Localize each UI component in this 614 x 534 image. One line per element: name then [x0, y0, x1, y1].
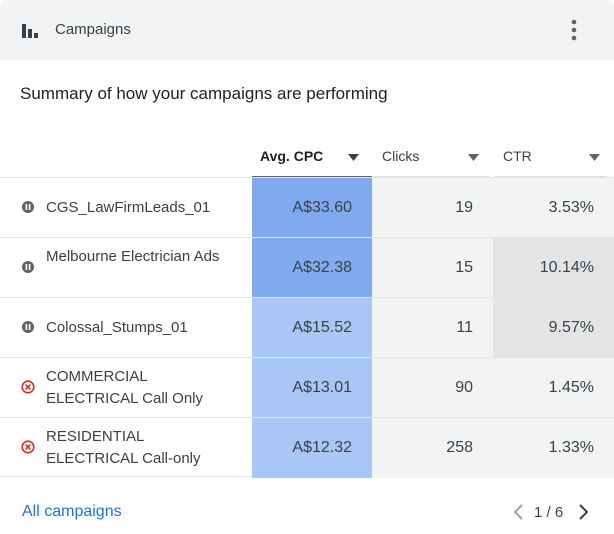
column-label: CTR [503, 148, 532, 164]
clicks-cell: 90 [372, 358, 493, 418]
clicks-cell: 258 [372, 418, 493, 478]
campaign-name-cell: COMMERCIAL ELECTRICAL Call Only [0, 358, 252, 418]
paused-icon [22, 261, 34, 273]
column-label: Avg. CPC [260, 148, 324, 164]
paused-icon [22, 321, 34, 333]
table-row[interactable]: Colossal_Stumps_01 A$15.52 11 9.57% [0, 297, 614, 358]
sort-dropdown-icon [468, 154, 479, 161]
avg-cpc-cell: A$12.32 [252, 418, 372, 478]
campaign-name-link[interactable]: Colossal_Stumps_01 [46, 319, 188, 336]
removed-icon [21, 380, 35, 394]
card-title: Campaigns [55, 21, 131, 38]
avg-cpc-cell: A$33.60 [252, 178, 372, 238]
ctr-cell: 1.45% [493, 358, 614, 418]
campaign-name-link[interactable]: CGS_LawFirmLeads_01 [46, 199, 211, 216]
column-header-ctr[interactable]: CTR [495, 146, 607, 177]
table-row[interactable]: CGS_LawFirmLeads_01 A$33.60 19 3.53% [0, 177, 614, 238]
table-row[interactable]: Melbourne Electrician Ads A$32.38 15 10.… [0, 237, 614, 298]
clicks-cell: 11 [372, 298, 493, 358]
ctr-cell: 3.53% [493, 178, 614, 238]
table-row[interactable]: COMMERCIAL ELECTRICAL Call Only A$13.01 … [0, 357, 614, 418]
campaign-name-link[interactable]: Melbourne Electrician Ads [46, 248, 220, 265]
ctr-cell: 9.57% [493, 298, 614, 358]
clicks-cell: 15 [372, 238, 493, 298]
clicks-cell: 19 [372, 178, 493, 238]
all-campaigns-link[interactable]: All campaigns [22, 503, 122, 520]
column-header-clicks[interactable]: Clicks [374, 146, 489, 177]
column-label: Clicks [382, 148, 420, 164]
campaign-name-link[interactable]: COMMERCIAL ELECTRICAL Call Only [46, 368, 203, 407]
avg-cpc-cell: A$32.38 [252, 238, 372, 298]
chevron-right-icon[interactable] [576, 503, 590, 521]
more-options-button[interactable] [560, 16, 588, 44]
card-header: Campaigns [0, 0, 614, 60]
page-indicator: 1 / 6 [534, 504, 564, 521]
campaign-name-cell: Melbourne Electrician Ads [0, 238, 252, 298]
table-row[interactable]: RESIDENTIAL ELECTRICAL Call-only A$12.32… [0, 417, 614, 478]
campaign-name-cell: Colossal_Stumps_01 [0, 298, 252, 358]
chevron-left-icon[interactable] [512, 503, 526, 521]
bar-chart-icon [22, 24, 38, 38]
removed-icon [21, 440, 35, 454]
paused-icon [22, 201, 34, 213]
campaign-name-link[interactable]: RESIDENTIAL ELECTRICAL Call-only [46, 428, 201, 467]
campaign-name-cell: CGS_LawFirmLeads_01 [0, 178, 252, 238]
ctr-cell: 10.14% [493, 238, 614, 298]
ctr-cell: 1.33% [493, 418, 614, 478]
column-header-avg-cpc[interactable]: Avg. CPC [252, 146, 372, 178]
avg-cpc-cell: A$13.01 [252, 358, 372, 418]
sort-dropdown-icon [589, 154, 600, 161]
sort-dropdown-icon [348, 154, 359, 161]
more-vert-icon [571, 19, 577, 41]
avg-cpc-cell: A$15.52 [252, 298, 372, 358]
summary-subtitle: Summary of how your campaigns are perfor… [20, 84, 388, 103]
campaign-name-cell: RESIDENTIAL ELECTRICAL Call-only [0, 418, 252, 478]
